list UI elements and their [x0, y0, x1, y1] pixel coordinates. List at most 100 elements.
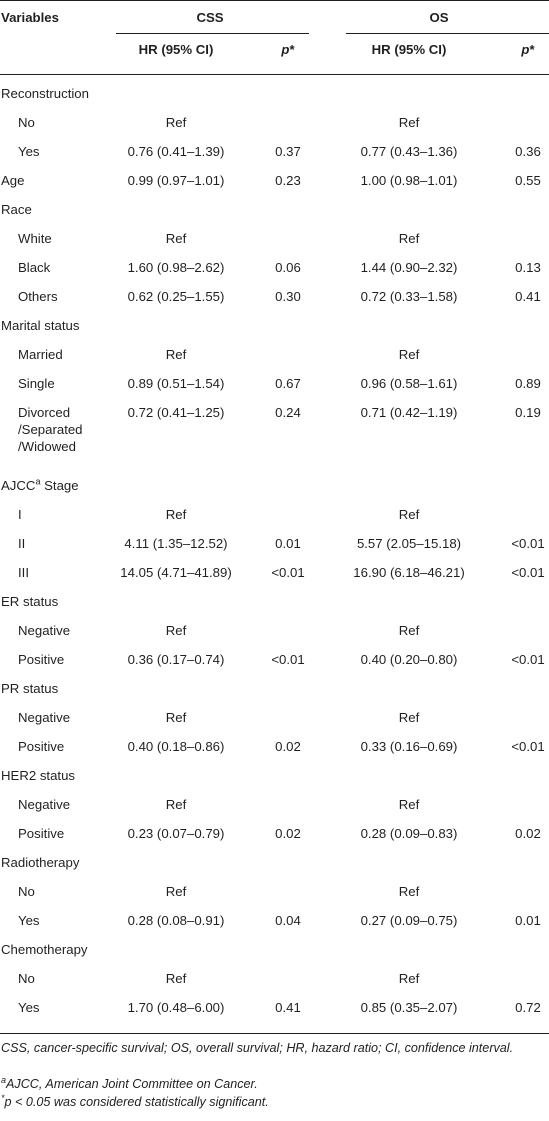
- os-p-cell: <0.01: [511, 652, 545, 667]
- row-label: No: [18, 884, 35, 899]
- row-label-continued: /Separated: [18, 422, 83, 437]
- row-label: PR status: [1, 681, 58, 696]
- os-hr-cell: Ref: [398, 115, 420, 130]
- row-label: No: [18, 971, 35, 986]
- os-hr-cell: 0.40 (0.20–0.80): [360, 652, 458, 667]
- css-hr-cell: 14.05 (4.71–41.89): [120, 565, 232, 580]
- css-p-cell: 0.30: [275, 289, 301, 304]
- css-p-cell: <0.01: [271, 652, 305, 667]
- css-group-rule: [116, 33, 309, 34]
- header-css-p-letter: p: [281, 42, 290, 57]
- row-label: Single: [18, 376, 55, 391]
- header-css: CSS: [196, 10, 224, 25]
- row-label-text: II: [18, 536, 26, 551]
- row-label-text: Others: [18, 289, 58, 304]
- row-label: Black: [18, 260, 50, 275]
- row-label: Marital status: [1, 318, 79, 333]
- row-label: Positive: [18, 652, 64, 667]
- os-p-cell: <0.01: [511, 565, 545, 580]
- css-hr-cell: 0.89 (0.51–1.54): [127, 376, 225, 391]
- row-label: AJCCa Stage: [1, 477, 79, 493]
- os-hr-cell: 5.57 (2.05–15.18): [356, 536, 462, 551]
- css-hr-cell: 0.36 (0.17–0.74): [127, 652, 225, 667]
- row-label-text: Yes: [18, 913, 40, 928]
- row-label: Age: [1, 173, 24, 188]
- row-label-text: Yes: [18, 1000, 40, 1015]
- row-label-text: Reconstruction: [1, 86, 89, 101]
- row-label: Married: [18, 347, 63, 362]
- row-label: Radiotherapy: [1, 855, 79, 870]
- os-hr-cell: 0.96 (0.58–1.61): [360, 376, 458, 391]
- os-hr-cell: Ref: [398, 971, 420, 986]
- css-hr-cell: 0.28 (0.08–0.91): [127, 913, 225, 928]
- row-label-text: I: [18, 507, 22, 522]
- os-hr-cell: Ref: [398, 507, 420, 522]
- row-label: Yes: [18, 1000, 40, 1015]
- row-label: Negative: [18, 623, 70, 638]
- css-hr-cell: Ref: [165, 231, 187, 246]
- os-p-cell: 0.72: [515, 1000, 541, 1015]
- css-p-cell: 0.67: [275, 376, 301, 391]
- row-label-text: Married: [18, 347, 63, 362]
- os-hr-cell: 0.72 (0.33–1.58): [360, 289, 458, 304]
- row-label-text: Age: [1, 173, 25, 188]
- row-label-text: Chemotherapy: [1, 942, 88, 957]
- css-p-cell: 0.04: [275, 913, 301, 928]
- css-p-cell: <0.01: [271, 565, 305, 580]
- row-label-text: Negative: [18, 623, 71, 638]
- os-hr-cell: 0.28 (0.09–0.83): [360, 826, 458, 841]
- os-p-cell: 0.89: [515, 376, 541, 391]
- row-label-text: No: [18, 884, 35, 899]
- css-hr-cell: Ref: [165, 507, 187, 522]
- css-hr-cell: Ref: [165, 115, 187, 130]
- footnote-ajcc-mark: a: [1, 1074, 7, 1085]
- css-hr-cell: 0.62 (0.25–1.55): [127, 289, 225, 304]
- os-hr-cell: Ref: [398, 231, 420, 246]
- css-p-cell: 0.06: [275, 260, 301, 275]
- row-label: Divorced: [18, 405, 70, 420]
- row-label-text: PR status: [1, 681, 59, 696]
- css-hr-cell: 0.23 (0.07–0.79): [127, 826, 225, 841]
- row-label: ER status: [1, 594, 58, 609]
- css-p-cell: 0.41: [275, 1000, 301, 1015]
- row-label-continued: /Widowed: [18, 439, 76, 454]
- row-label-text: Positive: [18, 652, 65, 667]
- row-label-text: AJCC: [1, 478, 36, 493]
- os-hr-cell: 0.27 (0.09–0.75): [360, 913, 458, 928]
- row-label-text: Race: [1, 202, 32, 217]
- row-label-suffix: Stage: [40, 478, 79, 493]
- os-hr-cell: Ref: [398, 797, 420, 812]
- css-hr-cell: 0.40 (0.18–0.86): [127, 739, 225, 754]
- css-hr-cell: Ref: [165, 971, 187, 986]
- os-hr-cell: Ref: [398, 884, 420, 899]
- row-label: Negative: [18, 710, 70, 725]
- row-label-text: ER status: [1, 594, 59, 609]
- footnote-ajcc-text: AJCC, American Joint Committee on Cancer…: [6, 1077, 258, 1091]
- footnote-significance-mark: *: [1, 1092, 5, 1103]
- footnote-ajcc: aAJCC, American Joint Committee on Cance…: [1, 1075, 546, 1093]
- row-label-text: Positive: [18, 826, 65, 841]
- header-os-p-letter: p: [521, 42, 530, 57]
- row-label: No: [18, 115, 35, 130]
- footnote-abbreviations: CSS, cancer-specific survival; OS, overa…: [1, 1041, 514, 1055]
- row-label: Negative: [18, 797, 70, 812]
- row-label-text: HER2 status: [1, 768, 76, 783]
- os-hr-cell: Ref: [398, 347, 420, 362]
- css-p-cell: 0.24: [275, 405, 301, 420]
- css-p-cell: 0.37: [275, 144, 301, 159]
- footnote-significance: *p < 0.05 was considered statistically s…: [1, 1093, 546, 1111]
- css-hr-cell: 1.70 (0.48–6.00): [127, 1000, 225, 1015]
- row-label-text: Marital status: [1, 318, 80, 333]
- row-label: Chemotherapy: [1, 942, 88, 957]
- row-label-text: White: [18, 231, 52, 246]
- footnote-significance-text: p < 0.05 was considered statistically si…: [4, 1095, 269, 1109]
- row-label: Positive: [18, 826, 64, 841]
- css-hr-cell: 0.99 (0.97–1.01): [127, 173, 225, 188]
- os-p-cell: 0.36: [515, 144, 541, 159]
- os-p-cell: 0.55: [515, 173, 541, 188]
- row-label-text: Black: [18, 260, 51, 275]
- os-hr-cell: Ref: [398, 710, 420, 725]
- os-p-cell: 0.13: [515, 260, 541, 275]
- row-label-text: III: [18, 565, 29, 580]
